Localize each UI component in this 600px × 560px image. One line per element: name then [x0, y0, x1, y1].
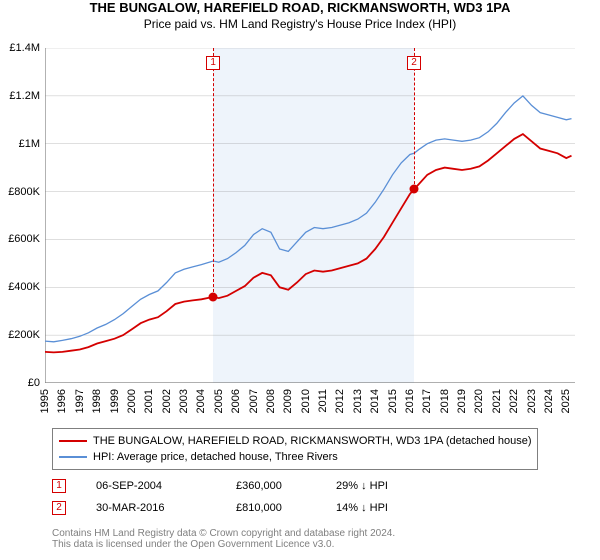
x-tick-label: 2007 — [248, 389, 260, 413]
footer-line-1: Contains HM Land Registry data © Crown c… — [52, 528, 395, 539]
sales-table: 1 06-SEP-2004£360,00029% ↓ HPI 2 30-MAR-201… — [52, 475, 436, 519]
x-tick-label: 1998 — [91, 389, 103, 413]
sales-row-price: £360,000 — [236, 480, 336, 492]
x-tick-label: 2003 — [178, 389, 190, 413]
y-tick-label: £400K — [0, 281, 40, 293]
x-tick-label: 1997 — [74, 389, 86, 413]
sale-marker-box: 2 — [407, 56, 421, 70]
legend-label: THE BUNGALOW, HAREFIELD ROAD, RICKMANSWO… — [93, 435, 531, 447]
chart-svg — [45, 48, 575, 383]
y-tick-label: £1M — [0, 138, 40, 150]
x-tick-label: 2021 — [491, 389, 503, 413]
sales-row: 2 30-MAR-2016£810,00014% ↓ HPI — [52, 497, 436, 519]
x-tick-label: 2017 — [421, 389, 433, 413]
x-tick-label: 2000 — [126, 389, 138, 413]
sales-row-hpi: 14% ↓ HPI — [336, 502, 436, 514]
x-tick-label: 1999 — [109, 389, 121, 413]
x-tick-label: 2024 — [543, 389, 555, 413]
chart-title: THE BUNGALOW, HAREFIELD ROAD, RICKMANSWO… — [0, 0, 600, 15]
x-tick-label: 2022 — [508, 389, 520, 413]
footer-line-2: This data is licensed under the Open Gov… — [52, 539, 395, 550]
sales-row-price: £810,000 — [236, 502, 336, 514]
x-tick-label: 2013 — [352, 389, 364, 413]
sale-dot — [209, 292, 218, 301]
x-tick-label: 2002 — [161, 389, 173, 413]
x-tick-label: 2016 — [404, 389, 416, 413]
sales-row-hpi: 29% ↓ HPI — [336, 480, 436, 492]
x-tick-label: 1996 — [56, 389, 68, 413]
legend-swatch — [59, 456, 87, 458]
y-tick-label: £1.2M — [0, 90, 40, 102]
x-tick-label: 2004 — [195, 389, 207, 413]
series-hpi — [45, 96, 572, 342]
sale-marker-line — [213, 48, 214, 297]
sales-row-marker: 1 — [52, 479, 66, 493]
x-tick-label: 2015 — [387, 389, 399, 413]
x-tick-label: 2010 — [300, 389, 312, 413]
y-tick-label: £800K — [0, 186, 40, 198]
plot-area: 12 — [45, 48, 575, 383]
sales-row: 1 06-SEP-2004£360,00029% ↓ HPI — [52, 475, 436, 497]
sales-row-marker: 2 — [52, 501, 66, 515]
sales-row-date: 06-SEP-2004 — [96, 480, 236, 492]
x-tick-label: 2005 — [213, 389, 225, 413]
y-tick-label: £1.4M — [0, 42, 40, 54]
x-tick-label: 2006 — [230, 389, 242, 413]
y-tick-label: £600K — [0, 233, 40, 245]
chart-subtitle: Price paid vs. HM Land Registry's House … — [0, 17, 600, 31]
series-price_paid — [45, 134, 572, 352]
x-tick-label: 2014 — [369, 389, 381, 413]
x-tick-label: 2023 — [526, 389, 538, 413]
legend-swatch — [59, 440, 87, 442]
sale-dot — [410, 185, 419, 194]
x-tick-label: 2019 — [456, 389, 468, 413]
sale-marker-box: 1 — [206, 56, 220, 70]
chart-legend: THE BUNGALOW, HAREFIELD ROAD, RICKMANSWO… — [52, 428, 538, 470]
x-tick-label: 2008 — [265, 389, 277, 413]
legend-item: THE BUNGALOW, HAREFIELD ROAD, RICKMANSWO… — [59, 433, 531, 449]
x-tick-label: 2020 — [473, 389, 485, 413]
x-tick-label: 2009 — [282, 389, 294, 413]
x-tick-label: 2025 — [560, 389, 572, 413]
x-tick-label: 2011 — [317, 389, 329, 413]
x-tick-label: 1995 — [39, 389, 51, 413]
sales-row-date: 30-MAR-2016 — [96, 502, 236, 514]
legend-label: HPI: Average price, detached house, Thre… — [93, 451, 338, 463]
footer-attribution: Contains HM Land Registry data © Crown c… — [52, 528, 395, 550]
y-tick-label: £0 — [0, 377, 40, 389]
x-tick-label: 2001 — [143, 389, 155, 413]
x-tick-label: 2018 — [439, 389, 451, 413]
y-tick-label: £200K — [0, 329, 40, 341]
x-tick-label: 2012 — [334, 389, 346, 413]
legend-item: HPI: Average price, detached house, Thre… — [59, 449, 531, 465]
